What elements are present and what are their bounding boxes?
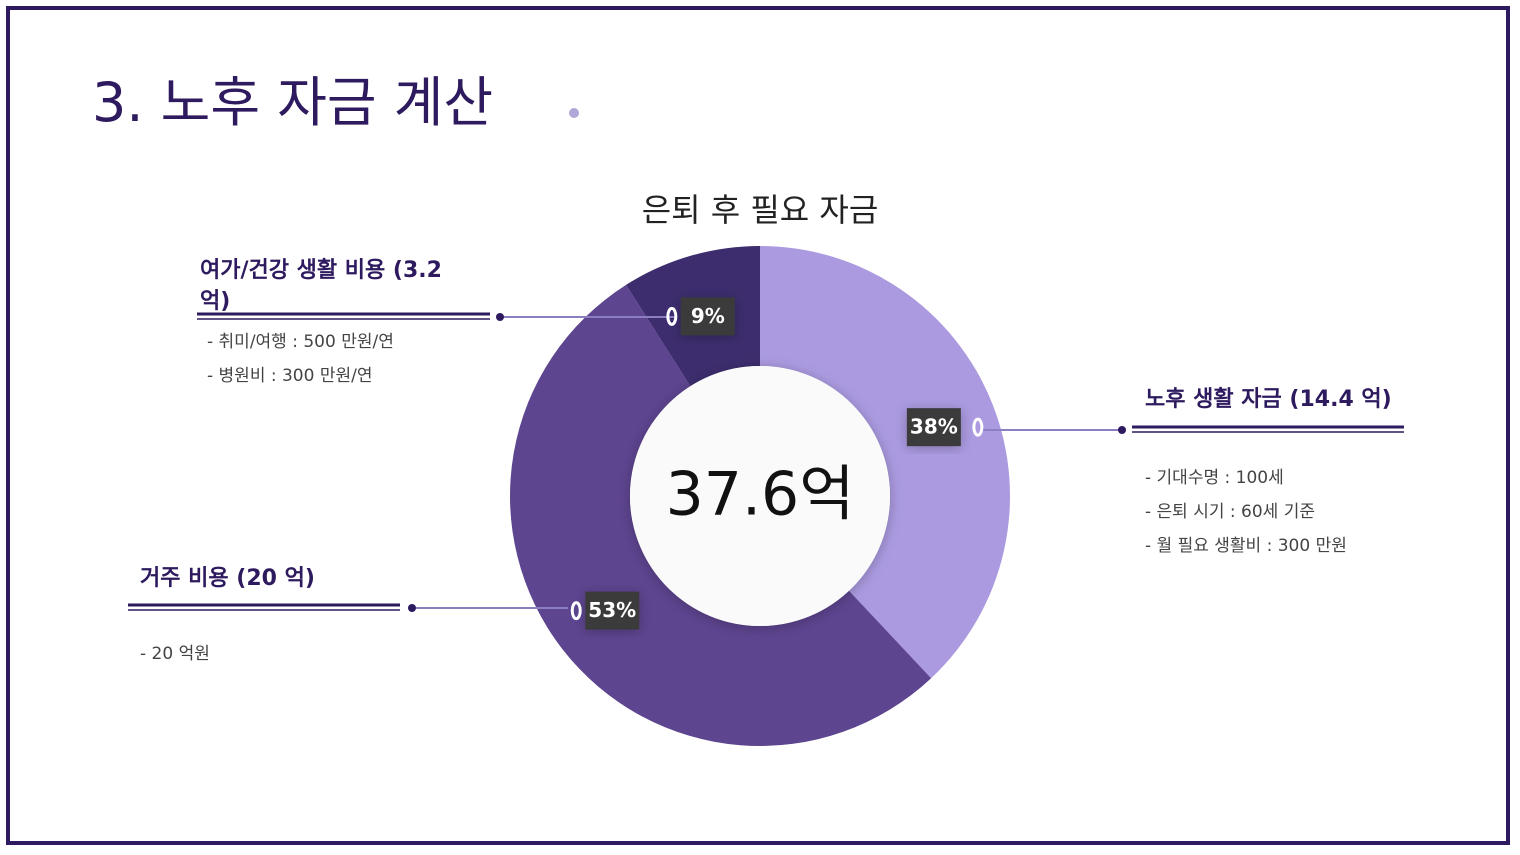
- title-dot: [569, 108, 579, 118]
- callout-title: 거주 비용 (20 억): [140, 566, 315, 591]
- label-marker: [570, 601, 582, 621]
- callout: 거주 비용 (20 억) - 20 억원: [140, 563, 315, 671]
- frame: [6, 6, 1510, 845]
- leader-dots: [408, 313, 1126, 612]
- callout-line: - 은퇴 시기 : 60세 기준: [1145, 502, 1315, 522]
- leaders: [412, 316, 1122, 609]
- value-label-box: [585, 591, 640, 630]
- callout: 노후 생활 자금 (14.4 억) - 기대수명 : 100세 - 은퇴 시기 …: [1145, 384, 1392, 563]
- value-label: 53%: [588, 598, 636, 622]
- slice: [510, 284, 932, 746]
- underlines: [128, 312, 1404, 611]
- label-marker: [972, 417, 984, 437]
- chart-title: 은퇴 후 필요 자금: [642, 191, 879, 229]
- labels: 38% 53% 9%: [570, 297, 984, 630]
- callout-line: - 20 억원: [140, 644, 210, 664]
- center-label: 37.6억: [666, 460, 855, 530]
- value-label-box: [906, 408, 961, 447]
- value-label: 38%: [910, 415, 958, 439]
- value-label: 9%: [691, 304, 725, 328]
- callout-title: 여가/건강 생활 비용 (3.2 억): [200, 258, 442, 314]
- callout-line: - 월 필요 생활비 : 300 만원: [1145, 536, 1347, 556]
- donut-hole: [630, 366, 890, 626]
- callout-title: 노후 생활 자금 (14.4 억): [1145, 387, 1392, 412]
- slice: [760, 246, 1010, 679]
- slide-title: 3. 노후 자금 계산: [92, 71, 494, 134]
- callout: 여가/건강 생활 비용 (3.2 억) - 취미/여행 : 500 만원/연 -…: [200, 255, 450, 393]
- label-marker: [666, 306, 678, 326]
- callout-line: - 병원비 : 300 만원/연: [207, 366, 373, 386]
- callout-line: - 기대수명 : 100세: [1145, 468, 1284, 488]
- value-label-box: [680, 297, 735, 336]
- callout-line: - 취미/여행 : 500 만원/연: [207, 332, 394, 352]
